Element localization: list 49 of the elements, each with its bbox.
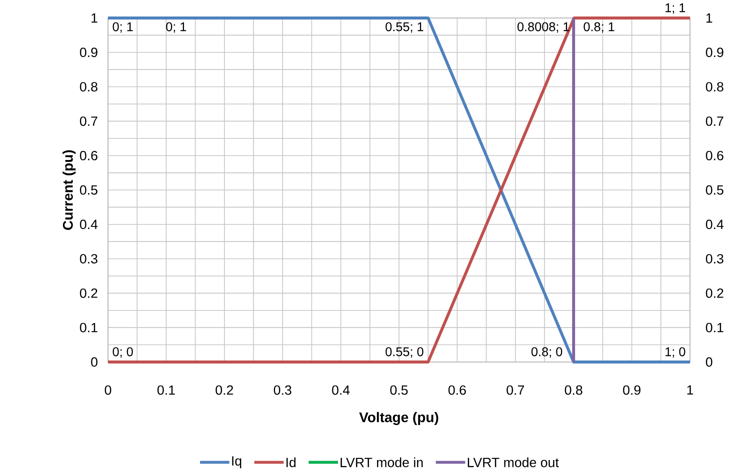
y2-tick-label: 0.8 xyxy=(706,82,724,92)
legend-label: Id xyxy=(286,457,296,468)
y2-tick-label: 0.6 xyxy=(706,150,724,160)
x-tick-label: 0.8 xyxy=(564,385,582,395)
y2-tick-label: 0.7 xyxy=(706,116,724,126)
x-tick-label: 0.2 xyxy=(216,385,234,395)
y-tick-label: 0.8 xyxy=(80,82,98,92)
y2-tick-label: 0.1 xyxy=(706,322,724,332)
x-tick-label: 0.4 xyxy=(332,385,350,395)
legend-label: Iq xyxy=(232,456,242,468)
x-tick-label: 0.7 xyxy=(506,385,524,395)
y-tick-label: 0.5 xyxy=(80,185,98,195)
y-axis-title: Current (pu) xyxy=(62,150,76,230)
y2-tick-label: 0 xyxy=(706,357,712,367)
y2-tick-label: 0.4 xyxy=(706,220,724,230)
y2-tick-label: 0.2 xyxy=(706,288,724,298)
data-label: 0.55; 0 xyxy=(386,347,424,358)
x-tick-label: 1 xyxy=(687,385,694,395)
data-label: 0.8; 1 xyxy=(584,22,614,33)
data-label: 1; 1 xyxy=(666,3,686,14)
data-label: 0.8; 0 xyxy=(531,347,562,358)
y2-tick-label: 0.5 xyxy=(706,185,724,195)
x-tick-label: 0.9 xyxy=(623,385,640,395)
y-tick-label: 1 xyxy=(92,13,98,23)
legend-label: LVRT mode in xyxy=(340,457,423,468)
x-tick-label: 0.5 xyxy=(390,385,408,395)
y-tick-label: 0.3 xyxy=(80,254,98,264)
y2-tick-label: 0.9 xyxy=(706,48,724,58)
y-tick-label: 0.7 xyxy=(80,116,98,126)
x-tick-label: 0.3 xyxy=(274,385,292,395)
y2-tick-label: 0.3 xyxy=(706,254,724,264)
y-tick-label: 0 xyxy=(91,357,98,367)
data-label: 0.55; 1 xyxy=(386,22,424,33)
data-label: 1; 0 xyxy=(666,347,686,358)
x-tick-label: 0 xyxy=(104,385,112,395)
data-label: 0; 0 xyxy=(112,347,133,358)
x-axis-title: Voltage (pu) xyxy=(359,412,438,426)
y-tick-label: 0.9 xyxy=(80,48,98,58)
x-tick-label: 0.1 xyxy=(157,385,175,395)
data-label: 0.8008; 1 xyxy=(517,22,570,33)
y-tick-label: 0.6 xyxy=(80,150,98,160)
data-label: 0; 1 xyxy=(112,22,133,33)
annotation: 0; 1 xyxy=(166,22,186,33)
y2-tick-label: 1 xyxy=(706,13,712,23)
x-tick-label: 0.6 xyxy=(448,385,466,395)
y-tick-label: 0.2 xyxy=(80,288,98,298)
y-tick-label: 0.4 xyxy=(80,220,98,230)
y-tick-label: 0.1 xyxy=(80,322,98,332)
legend-label: LVRT mode out xyxy=(468,457,559,468)
